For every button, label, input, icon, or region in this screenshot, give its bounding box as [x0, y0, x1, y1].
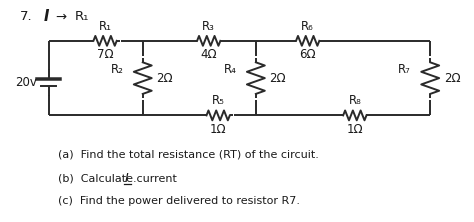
Text: .: .: [133, 174, 137, 184]
Text: (b)  Calculate current: (b) Calculate current: [58, 174, 177, 184]
Text: R₁: R₁: [99, 20, 111, 33]
Text: 1Ω: 1Ω: [346, 123, 363, 136]
Text: R₅: R₅: [212, 93, 225, 107]
Text: 2Ω: 2Ω: [269, 72, 285, 85]
Text: 20v: 20v: [15, 76, 36, 89]
Text: R₃: R₃: [202, 20, 215, 33]
Text: →: →: [55, 10, 67, 23]
Text: R₇: R₇: [398, 63, 411, 76]
Text: I: I: [44, 9, 49, 24]
Text: R₂: R₂: [110, 63, 123, 76]
Text: 4Ω: 4Ω: [201, 48, 217, 61]
Text: 1Ω: 1Ω: [210, 123, 227, 136]
Text: 7Ω: 7Ω: [97, 48, 113, 61]
Text: 7.: 7.: [20, 10, 33, 23]
Text: 2Ω: 2Ω: [445, 72, 461, 85]
Text: (c)  Find the power delivered to resistor R7.: (c) Find the power delivered to resistor…: [58, 196, 300, 206]
Text: R₆: R₆: [301, 20, 314, 33]
Text: I: I: [125, 172, 128, 185]
Text: 2Ω: 2Ω: [155, 72, 172, 85]
Text: R₈: R₈: [348, 93, 361, 107]
Text: 6Ω: 6Ω: [300, 48, 316, 61]
Text: R₄: R₄: [224, 63, 237, 76]
Text: R₁: R₁: [74, 10, 89, 23]
Text: (a)  Find the total resistance (RT) of the circuit.: (a) Find the total resistance (RT) of th…: [58, 150, 319, 160]
